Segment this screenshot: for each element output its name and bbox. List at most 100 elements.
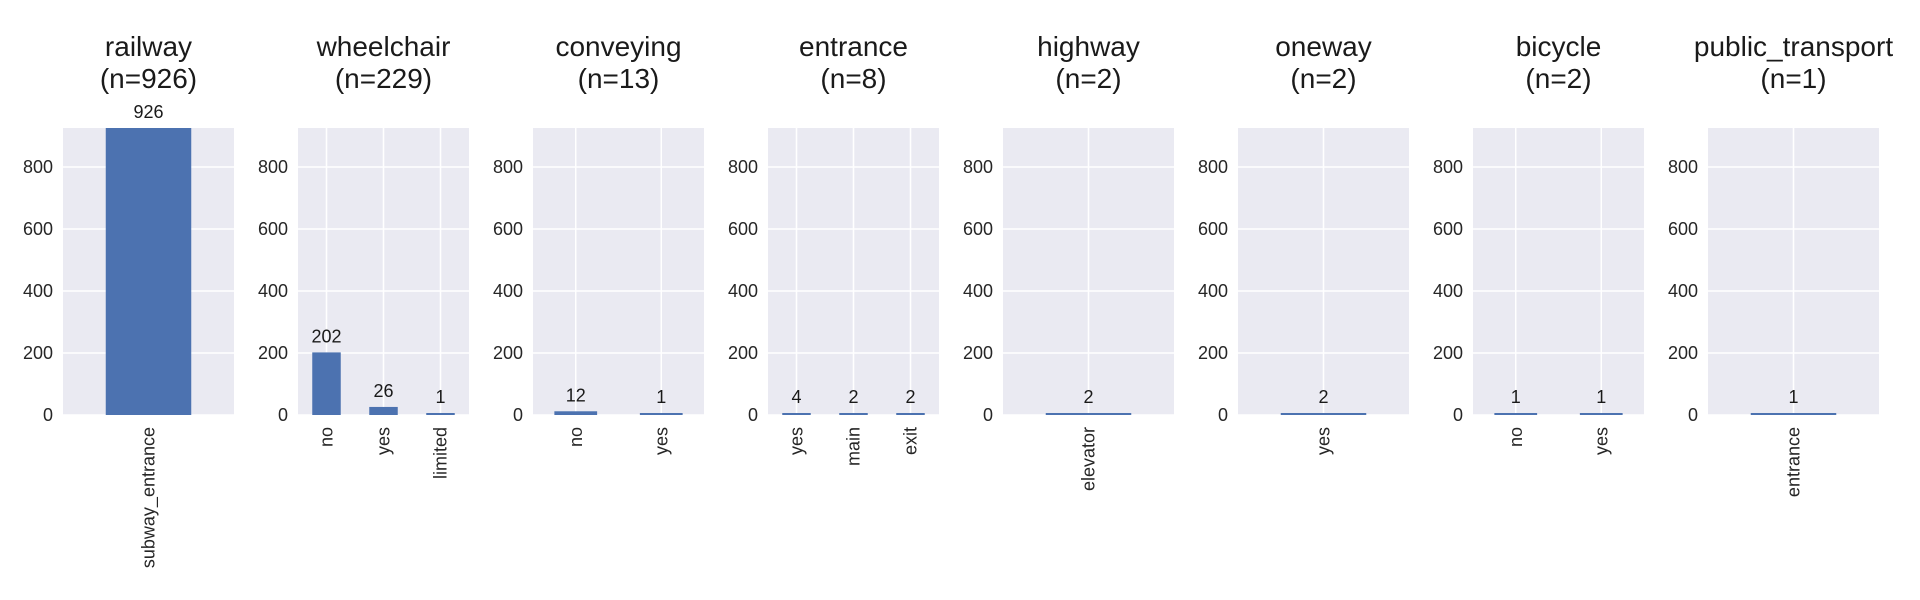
y-tick-label: 0 <box>983 405 993 425</box>
x-tick-label: yes <box>374 427 394 455</box>
y-tick-label: 800 <box>728 157 758 177</box>
x-tick-label: no <box>1506 427 1526 447</box>
bar-yes <box>1579 413 1623 415</box>
y-tick-label: 200 <box>1198 343 1228 363</box>
bar-subway_entrance <box>105 128 192 415</box>
bar-yes <box>639 413 683 415</box>
bar-value-label: 4 <box>791 387 801 407</box>
bar-yes <box>1280 413 1367 415</box>
x-tick-label: no <box>317 427 337 447</box>
y-tick-label: 400 <box>963 281 993 301</box>
panel-6: 0 200 400 600 800 2 yes oneway (n=2) <box>1198 31 1409 455</box>
bar-entrance <box>1750 413 1837 415</box>
bar-value-label: 1 <box>1596 387 1606 407</box>
bar-value-label: 2 <box>1083 387 1093 407</box>
y-tick-label: 0 <box>1218 405 1228 425</box>
bar-value-label: 1 <box>435 387 445 407</box>
y-tick-label: 400 <box>493 281 523 301</box>
y-tick-label: 800 <box>1198 157 1228 177</box>
plot-area <box>533 128 704 415</box>
bar-value-label: 26 <box>373 381 393 401</box>
y-tick-label: 0 <box>513 405 523 425</box>
y-tick-label: 600 <box>963 219 993 239</box>
y-tick-label: 600 <box>1198 219 1228 239</box>
y-tick-label: 0 <box>278 405 288 425</box>
y-tick-label: 0 <box>1688 405 1698 425</box>
bar-value-label: 2 <box>905 387 915 407</box>
y-tick-label: 400 <box>1668 281 1698 301</box>
y-tick-label: 0 <box>1453 405 1463 425</box>
bar-value-label: 926 <box>133 102 163 122</box>
y-tick-label: 400 <box>1433 281 1463 301</box>
bar-main <box>839 413 868 415</box>
bar-value-label: 2 <box>1318 387 1328 407</box>
y-tick-label: 400 <box>1198 281 1228 301</box>
y-tick-label: 600 <box>258 219 288 239</box>
x-tick-label: limited <box>431 427 451 479</box>
bar-exit <box>896 413 925 415</box>
y-tick-label: 600 <box>493 219 523 239</box>
y-tick-label: 200 <box>258 343 288 363</box>
bar-elevator <box>1045 413 1132 415</box>
plot-area <box>1473 128 1644 415</box>
y-tick-label: 600 <box>1668 219 1698 239</box>
x-tick-label: yes <box>1591 427 1611 455</box>
panel-3: 0 200 400 600 800 12 no 1 yes conveying (n=13) <box>493 31 704 455</box>
y-tick-label: 800 <box>23 157 53 177</box>
panel-title: railway (n=926) <box>100 31 197 94</box>
x-tick-label: elevator <box>1079 427 1099 491</box>
y-tick-label: 600 <box>1433 219 1463 239</box>
panel-title: conveying (n=13) <box>555 31 681 94</box>
panel-7: 0 200 400 600 800 1 no 1 yes bicycle (n=2) <box>1433 31 1644 455</box>
bar-value-label: 1 <box>1788 387 1798 407</box>
bar-limited <box>426 413 455 415</box>
bar-value-label: 1 <box>656 387 666 407</box>
x-tick-label: subway_entrance <box>139 427 160 568</box>
panel-2: 0 200 400 600 800 202 no 26 yes 1 limited wheelchai… <box>258 31 469 479</box>
y-tick-label: 200 <box>493 343 523 363</box>
x-tick-label: main <box>844 427 864 466</box>
x-tick-label: no <box>566 427 586 447</box>
y-tick-label: 0 <box>748 405 758 425</box>
y-tick-label: 400 <box>23 281 53 301</box>
bar-value-label: 202 <box>311 326 341 346</box>
y-tick-label: 800 <box>258 157 288 177</box>
bar-yes <box>369 406 398 415</box>
bar-value-label: 2 <box>848 387 858 407</box>
y-tick-label: 400 <box>728 281 758 301</box>
y-tick-label: 200 <box>23 343 53 363</box>
y-tick-label: 200 <box>963 343 993 363</box>
y-tick-label: 400 <box>258 281 288 301</box>
x-tick-label: entrance <box>1784 427 1804 497</box>
bar-value-label: 12 <box>566 385 586 405</box>
panel-4: 0 200 400 600 800 4 yes 2 main 2 exit entrance (n=8) <box>728 31 939 466</box>
y-tick-label: 800 <box>963 157 993 177</box>
x-tick-label: exit <box>901 427 921 455</box>
bar-value-label: 1 <box>1511 387 1521 407</box>
bar-no <box>1494 413 1538 415</box>
y-tick-label: 0 <box>43 405 53 425</box>
y-tick-label: 200 <box>728 343 758 363</box>
y-tick-label: 600 <box>23 219 53 239</box>
y-tick-label: 800 <box>1433 157 1463 177</box>
y-tick-label: 200 <box>1433 343 1463 363</box>
panel-8: 0 200 400 600 800 1 entrance public_transport (n… <box>1668 31 1893 497</box>
y-tick-label: 800 <box>1668 157 1698 177</box>
bar-no <box>554 411 598 415</box>
panel-5: 0 200 400 600 800 2 elevator highway (n=2) <box>963 31 1174 491</box>
panel-title: bicycle (n=2) <box>1516 31 1602 94</box>
bar-yes <box>782 413 811 415</box>
panel-title: entrance (n=8) <box>799 31 908 94</box>
panel-title: wheelchair (n=229) <box>316 31 451 94</box>
panel-title: highway (n=2) <box>1037 31 1140 94</box>
bar-no <box>312 352 341 415</box>
x-tick-label: yes <box>1314 427 1334 455</box>
panel-1: 0 200 400 600 800 926 subway_entrance railway (n… <box>23 31 234 568</box>
x-tick-label: yes <box>651 427 671 455</box>
y-tick-label: 200 <box>1668 343 1698 363</box>
y-tick-label: 800 <box>493 157 523 177</box>
y-tick-label: 600 <box>728 219 758 239</box>
x-tick-label: yes <box>787 427 807 455</box>
panel-title: public_transport (n=1) <box>1694 31 1893 94</box>
